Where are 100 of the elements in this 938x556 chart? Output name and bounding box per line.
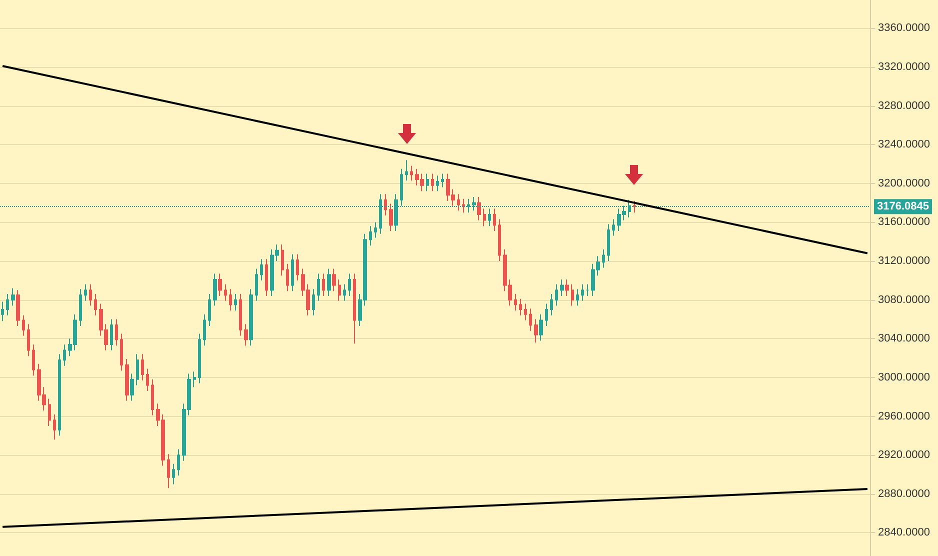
- candlestick: [63, 344, 66, 366]
- candlestick: [560, 278, 564, 296]
- candlestick: [539, 314, 543, 342]
- candlestick: [260, 258, 263, 281]
- candlestick: [514, 294, 517, 312]
- candlestick: [524, 303, 527, 321]
- y-tick-label: 3280.0000: [878, 100, 930, 112]
- y-tick-label: 2880.0000: [878, 488, 930, 500]
- candlestick: [488, 208, 491, 227]
- candlestick: [53, 414, 56, 440]
- candlestick: [291, 254, 294, 292]
- y-tick-label: 3360.0000: [878, 22, 930, 34]
- candlestick: [581, 284, 584, 302]
- candlestick: [389, 203, 393, 232]
- candlestick: [369, 226, 372, 246]
- candlestick: [249, 288, 253, 346]
- candlestick: [327, 268, 331, 296]
- candlestick: [265, 258, 268, 296]
- candlestick: [400, 168, 403, 206]
- ref-line-label: 3176.0845: [877, 200, 929, 213]
- candlestick: [151, 378, 154, 416]
- candlestick: [534, 318, 538, 344]
- candlestick: [94, 294, 97, 316]
- candlestick: [322, 273, 325, 296]
- candlestick: [208, 294, 211, 327]
- candlestick: [6, 294, 9, 316]
- candlestick: [633, 200, 636, 214]
- y-tick-label: 3320.0000: [878, 60, 930, 73]
- candlestick: [11, 288, 15, 306]
- candlestick: [218, 273, 222, 296]
- candlestick: [565, 278, 569, 296]
- candlestick: [555, 284, 558, 306]
- y-tick-label: 2920.0000: [878, 449, 930, 462]
- candlestick: [338, 278, 341, 302]
- candlestick: [193, 371, 196, 388]
- candlestick: [239, 294, 242, 336]
- candlestick: [110, 318, 113, 351]
- y-tick-label: 2960.0000: [878, 410, 930, 422]
- candlestick: [436, 175, 439, 192]
- candlestick: [529, 308, 532, 332]
- candlestick: [130, 373, 134, 402]
- candlestick: [353, 273, 356, 344]
- candlestick: [136, 354, 139, 386]
- candlestick: [125, 358, 129, 402]
- candlestick: [431, 173, 434, 192]
- y-tick-label: 3240.0000: [878, 138, 930, 151]
- candlestick: [519, 298, 522, 316]
- candlestick: [244, 324, 248, 346]
- candlestick: [255, 268, 258, 302]
- candlestick: [343, 284, 346, 302]
- y-tick-label: 3080.0000: [878, 294, 930, 306]
- candlestick: [384, 194, 387, 216]
- candlestick: [545, 303, 548, 327]
- candlestick: [612, 218, 615, 236]
- candlestick: [48, 398, 51, 426]
- candlestick: [167, 454, 170, 489]
- candlestick: [441, 173, 444, 188]
- candlestick: [141, 354, 144, 381]
- candlestick: [410, 165, 413, 181]
- y-tick-label: 2840.0000: [878, 526, 930, 539]
- candlestick: [79, 288, 82, 327]
- candlestick: [332, 268, 336, 292]
- candlestick: [203, 314, 206, 346]
- candlestick: [498, 218, 501, 262]
- candlestick: [84, 284, 87, 302]
- candlestick: [602, 248, 605, 268]
- candlestick: [457, 194, 460, 212]
- candlestick: [89, 284, 92, 306]
- candlestick: [177, 448, 180, 476]
- candlestick: [426, 173, 429, 192]
- candlestick: [281, 244, 284, 276]
- candlestick: [550, 294, 553, 316]
- candlestick: [146, 368, 149, 392]
- candlestick: [296, 254, 299, 281]
- candlestick: [374, 222, 377, 238]
- candlestick: [571, 284, 574, 306]
- candlestick: [16, 290, 20, 327]
- candlestick: [229, 288, 232, 312]
- candlestick: [213, 273, 217, 306]
- candlestick: [120, 333, 123, 372]
- candlestick: [477, 196, 481, 221]
- candlestick: [58, 354, 61, 436]
- candlestick: [234, 294, 237, 312]
- candlestick: [483, 208, 486, 227]
- y-tick-label: 3160.0000: [878, 216, 930, 228]
- candlestick: [576, 288, 579, 306]
- candlestick: [32, 344, 35, 376]
- candlestick: [348, 273, 351, 296]
- candlestick: [493, 208, 496, 232]
- candlestick: [405, 160, 408, 181]
- y-tick-label: 3000.0000: [878, 371, 930, 384]
- candlestick: [22, 314, 25, 336]
- y-tick-label: 3120.0000: [878, 255, 930, 268]
- candlestick: [462, 198, 465, 214]
- candlestick: [312, 288, 315, 316]
- candlestick: [115, 318, 118, 346]
- candlestick: [198, 333, 201, 384]
- y-tick-label: 3040.0000: [878, 332, 930, 345]
- candlestick: [607, 224, 610, 262]
- candlestick: [172, 463, 175, 485]
